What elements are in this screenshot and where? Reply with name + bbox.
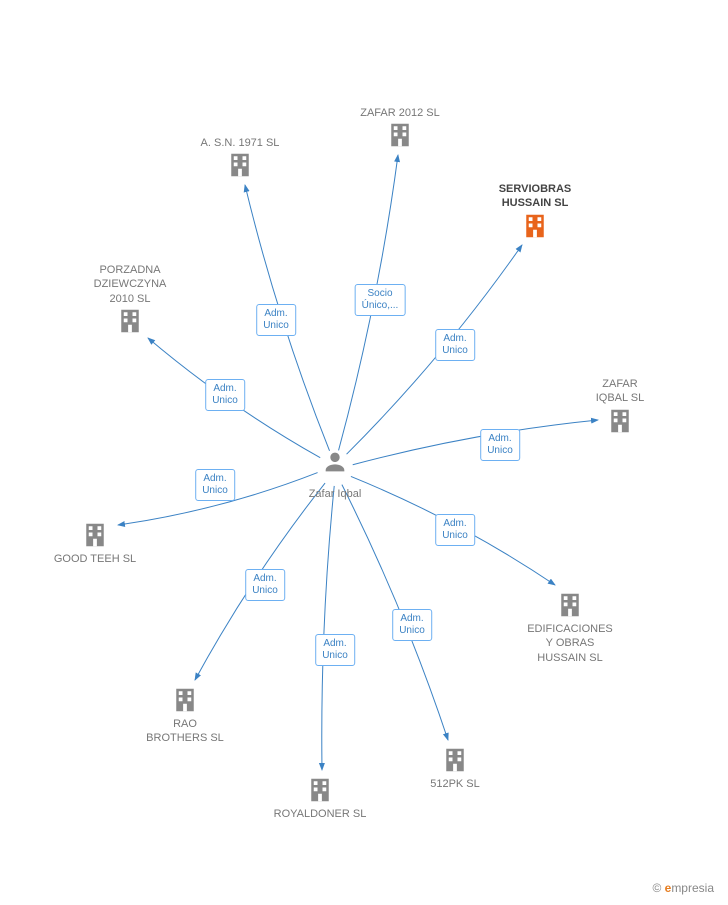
company-node-rao: RAOBROTHERS SL [125,685,245,746]
building-icon [170,685,200,715]
edge-label-512pk: Adm.Unico [392,609,432,641]
building-icon [225,150,255,180]
person-icon [321,448,349,476]
company-label: A. S.N. 1971 SL [180,136,300,150]
company-label: ZAFAR 2012 SL [340,106,460,120]
company-label: SERVIOBRASHUSSAIN SL [475,182,595,211]
network-diagram: A. S.N. 1971 SL ZAFAR 2012 SL SERVIOBRAS… [0,0,728,905]
company-node-zafar2012: ZAFAR 2012 SL [340,104,460,150]
company-node-edif: EDIFICACIONESY OBRASHUSSAIN SL [510,590,630,665]
building-icon [80,520,110,550]
building-icon [605,406,635,436]
center-label: Zafar Iqbal [309,488,362,500]
edge-royal [322,486,334,770]
company-node-zafariqbal: ZAFARIQBAL SL [560,375,680,436]
company-node-porzadna: PORZADNADZIEWCZYNA2010 SL [70,261,190,336]
edge-label-rao: Adm.Unico [245,569,285,601]
company-label: PORZADNADZIEWCZYNA2010 SL [70,263,190,306]
copyright: © empresia [652,881,714,895]
company-label: GOOD TEEH SL [35,552,155,566]
company-label: ZAFARIQBAL SL [560,377,680,406]
edge-label-edif: Adm.Unico [435,514,475,546]
company-node-serviobras: SERVIOBRASHUSSAIN SL [475,180,595,241]
building-icon [555,590,585,620]
edge-label-zafar2012: SocioÚnico,... [355,284,406,316]
edge-label-royal: Adm.Unico [315,634,355,666]
copyright-text: mpresia [671,881,714,895]
edge-label-zafariqbal: Adm.Unico [480,429,520,461]
center-node [318,448,352,476]
edge-label-porzadna: Adm.Unico [205,379,245,411]
company-node-asn: A. S.N. 1971 SL [180,134,300,180]
company-node-royal: ROYALDONER SL [260,775,380,821]
building-icon [520,211,550,241]
building-icon [115,306,145,336]
company-label: EDIFICACIONESY OBRASHUSSAIN SL [510,622,630,665]
edge-label-serviobras: Adm.Unico [435,329,475,361]
edge-label-goodteeh: Adm.Unico [195,469,235,501]
company-node-goodteeh: GOOD TEEH SL [35,520,155,566]
company-label: ROYALDONER SL [260,807,380,821]
building-icon [305,775,335,805]
company-label: 512PK SL [395,777,515,791]
company-label: RAOBROTHERS SL [125,717,245,746]
building-icon [440,745,470,775]
edge-label-asn: Adm.Unico [256,304,296,336]
company-node-512pk: 512PK SL [395,745,515,791]
building-icon [385,120,415,150]
